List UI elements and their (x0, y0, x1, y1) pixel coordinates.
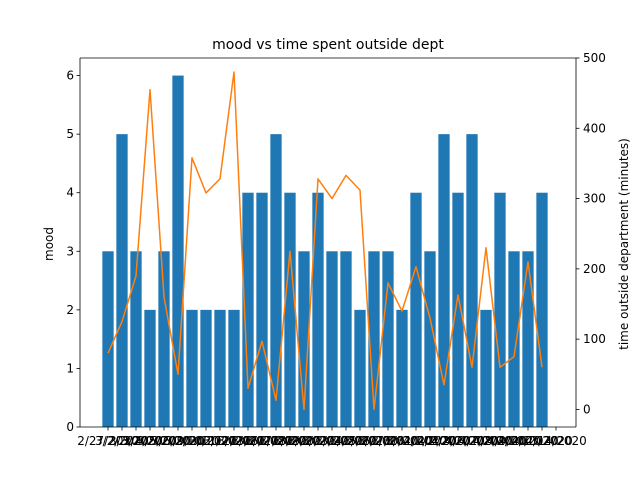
x-ticks: 2/27/20203/2/20203/3/20203/4/20203/5/202… (77, 427, 587, 448)
x-tick-label: 3/19/2020 (273, 434, 335, 448)
x-tick-label: 3/3/2020 (109, 434, 163, 448)
x-tick-label: 3/2/2020 (95, 434, 149, 448)
x-tick-label: 3/25/2020 (329, 434, 391, 448)
mood-bar (466, 134, 478, 427)
x-tick-label: 4/8/2020 (473, 434, 527, 448)
left-tick-label: 1 (66, 361, 74, 375)
mood-bar (452, 192, 464, 427)
y-axis-label: mood (42, 227, 56, 261)
mood-bar (158, 251, 170, 427)
x-tick-label: 2/27/2020 (77, 434, 139, 448)
left-tick-label: 6 (66, 69, 74, 83)
mood-bar (270, 134, 282, 427)
x-tick-label: 3/17/2020 (245, 434, 307, 448)
mood-bar (130, 251, 142, 427)
x-tick-label: 3/31/2020 (385, 434, 447, 448)
right-tick-label: 400 (583, 121, 606, 135)
mood-bar (354, 309, 366, 427)
mood-bar (340, 251, 352, 427)
mood-bar (200, 309, 212, 427)
mood-bar (536, 192, 548, 427)
x-tick-label: 3/24/2020 (315, 434, 377, 448)
x-tick-label: 3/27/2020 (357, 434, 419, 448)
left-tick-label: 0 (66, 420, 74, 434)
axes (79, 57, 577, 428)
mood-bar (368, 251, 380, 427)
left-tick-label: 2 (66, 303, 74, 317)
time-outside-line (107, 71, 543, 411)
left-y-ticks: 0 1 2 3 4 5 6 (66, 69, 80, 434)
left-tick-label: 5 (66, 127, 74, 141)
mood-bar (144, 309, 156, 427)
mood-bar (508, 251, 520, 427)
right-tick-label: 200 (583, 262, 606, 276)
x-tick-label: 3/20/2020 (287, 434, 349, 448)
mood-bar (172, 75, 184, 427)
mood-bar (298, 251, 310, 427)
y2-axis-label: time outside department (minutes) (617, 138, 631, 350)
mood-bars (102, 75, 548, 427)
chart-title: mood vs time spent outside dept (212, 37, 444, 53)
x-tick-label: 3/16/2020 (231, 434, 293, 448)
mood-bar (214, 309, 226, 427)
x-tick-label: 4/1/2020 (403, 434, 457, 448)
x-tick-label: 3/30/2020 (371, 434, 433, 448)
mood-bar (382, 251, 394, 427)
x-tick-label: 3/4/2020 (123, 434, 177, 448)
x-tick-label: 3/5/2020 (137, 434, 191, 448)
mood-bar (284, 192, 296, 427)
mood-bar (396, 309, 408, 427)
mood-bar (424, 251, 436, 427)
mood-bar (438, 134, 450, 427)
x-tick-label: 3/13/2020 (217, 434, 279, 448)
x-tick-label: 4/14/2020 (525, 434, 587, 448)
left-tick-label: 4 (66, 186, 74, 200)
mood-bar (326, 251, 338, 427)
mood-bar (522, 251, 534, 427)
mood-bar (410, 192, 422, 427)
right-tick-label: 500 (583, 51, 606, 65)
x-tick-label: 3/9/2020 (165, 434, 219, 448)
x-tick-label: 3/11/2020 (189, 434, 251, 448)
mood-bar (186, 309, 198, 427)
x-tick-label: 4/13/2020 (511, 434, 573, 448)
x-tick-label: 4/2/2020 (417, 434, 471, 448)
x-tick-label: 3/18/2020 (259, 434, 321, 448)
mood-bar (102, 251, 114, 427)
mood-bar (312, 192, 324, 427)
mood-bar (494, 192, 506, 427)
x-tick-label: 4/9/2020 (487, 434, 541, 448)
x-tick-label: 4/7/2020 (459, 434, 513, 448)
x-tick-label: 3/6/2020 (151, 434, 205, 448)
time-outside-series-line (107, 71, 543, 411)
right-tick-label: 0 (583, 402, 591, 416)
mood-bar (228, 309, 240, 427)
mood-bar (480, 309, 492, 427)
x-tick-label: 4/10/2020 (497, 434, 559, 448)
right-tick-label: 100 (583, 332, 606, 346)
right-tick-label: 300 (583, 192, 606, 206)
x-tick-label: 3/23/2020 (301, 434, 363, 448)
x-tick-label: 4/3/2020 (431, 434, 485, 448)
x-tick-label: 3/26/2020 (343, 434, 405, 448)
mood-bar (116, 134, 128, 427)
x-tick-label: 3/10/2020 (175, 434, 237, 448)
mood-bar (256, 192, 268, 427)
x-tick-label: 4/6/2020 (445, 434, 499, 448)
left-tick-label: 3 (66, 244, 74, 258)
right-y-ticks: 0 100 200 300 400 500 (576, 51, 606, 416)
mood-bar (242, 192, 254, 427)
x-tick-label: 3/12/2020 (203, 434, 265, 448)
